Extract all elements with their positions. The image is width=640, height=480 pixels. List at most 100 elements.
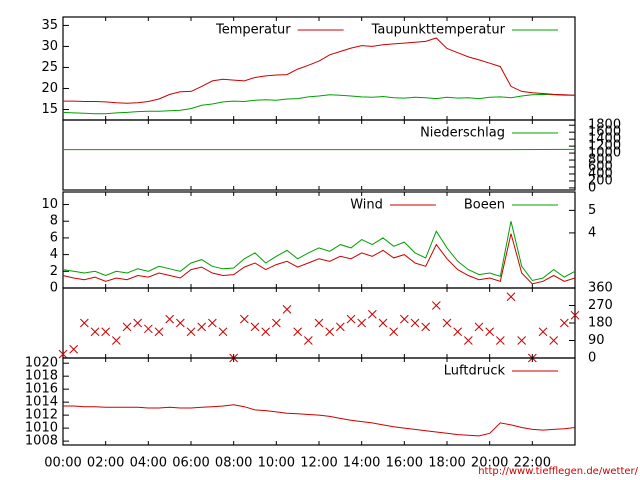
direction-point [207, 318, 217, 328]
direction-point [442, 318, 452, 328]
direction-point [293, 327, 303, 337]
direction-point [410, 318, 420, 328]
direction-point [122, 322, 132, 332]
y2-tick-label: 1200 [588, 139, 621, 154]
x-tick-label: 08:00 [215, 456, 252, 471]
y-tick-label: 1008 [25, 434, 58, 449]
direction-point [549, 336, 559, 345]
y2-tick-label: 180 [588, 316, 613, 331]
legend-label: Luftdruck [444, 364, 506, 379]
direction-point [399, 314, 409, 324]
direction-point [453, 327, 463, 337]
direction-point [357, 318, 367, 328]
direction-point [378, 318, 388, 328]
x-tick-label: 12:00 [300, 456, 337, 471]
y2-tick-label: 0 [588, 180, 596, 195]
x-tick-label: 10:00 [258, 456, 295, 471]
direction-point [506, 292, 516, 302]
y2-tick-label: 1800 [588, 118, 621, 133]
series-line [63, 404, 576, 437]
y-tick-label: 0 [50, 281, 58, 296]
direction-point [431, 301, 441, 310]
direction-point [421, 322, 431, 332]
direction-point [367, 309, 377, 319]
footer-url: http://www.tiefflegen.de/wetter/ [478, 466, 638, 477]
direction-point [111, 336, 121, 345]
y-tick-label: 1020 [25, 356, 58, 371]
direction-point [175, 318, 185, 328]
y-tick-label: 6 [50, 230, 58, 245]
legend-label: Boeen [464, 198, 505, 213]
direction-point [538, 327, 548, 337]
direction-point [389, 327, 399, 337]
y-tick-label: 1010 [25, 421, 58, 436]
y-tick-label: 25 [41, 60, 58, 75]
direction-point [186, 327, 196, 337]
y2-tick-label: 800 [588, 153, 613, 168]
y-tick-label: 10 [41, 197, 58, 212]
x-tick-label: 04:00 [130, 456, 167, 471]
x-tick-label: 14:00 [343, 456, 380, 471]
y-tick-label: 4 [50, 247, 58, 262]
x-tick-label: 00:00 [44, 456, 81, 471]
direction-point [133, 318, 143, 328]
direction-point [325, 327, 335, 337]
y-tick-label: 1014 [25, 395, 58, 410]
direction-point [79, 318, 89, 328]
y-tick-label: 8 [50, 214, 58, 229]
direction-point [271, 318, 281, 328]
direction-point [282, 305, 292, 314]
legend-label: Temperatur [215, 23, 291, 38]
legend-label: Wind [350, 198, 383, 213]
x-tick-label: 02:00 [87, 456, 124, 471]
y2-tick-label: 360 [588, 281, 613, 296]
y-tick-label: 35 [41, 18, 58, 33]
direction-point [570, 310, 580, 320]
y-tick-label: 30 [41, 39, 58, 54]
y-tick-label: 1016 [25, 382, 58, 397]
y2-tick-label: 600 [588, 160, 613, 175]
y2-tick-label: 0 [588, 351, 596, 366]
direction-point [154, 327, 164, 337]
x-tick-label: 20:00 [471, 456, 508, 471]
direction-point [559, 318, 569, 328]
y2-tick-label: 4 [588, 225, 596, 240]
x-tick-label: 16:00 [386, 456, 423, 471]
direction-point [143, 324, 153, 334]
y2-tick-label: 1600 [588, 125, 621, 140]
direction-point [517, 336, 527, 345]
y-tick-label: 20 [41, 81, 58, 96]
y-tick-label: 1012 [25, 408, 58, 423]
legend-label: Taupunkttemperatur [371, 23, 506, 38]
direction-point [303, 336, 313, 345]
series-line [62, 233, 576, 285]
direction-point [463, 336, 473, 345]
direction-point [101, 327, 111, 337]
y-tick-label: 2 [50, 264, 58, 279]
y-tick-label: 1018 [25, 369, 58, 384]
direction-point [58, 349, 68, 359]
direction-point [495, 336, 505, 345]
series-line [62, 93, 575, 115]
y2-tick-label: 270 [588, 298, 613, 313]
y-tick-label: 15 [41, 102, 58, 117]
direction-point [250, 322, 260, 332]
direction-point [69, 344, 79, 354]
series-line [63, 37, 576, 104]
direction-point [314, 318, 324, 328]
direction-point [474, 322, 484, 332]
x-tick-label: 18:00 [428, 456, 465, 471]
direction-point [239, 314, 249, 324]
direction-point [90, 327, 100, 337]
y2-tick-label: 400 [588, 166, 613, 181]
direction-point [197, 322, 207, 332]
direction-point [335, 322, 345, 332]
x-tick-label: 22:00 [514, 456, 551, 471]
y2-tick-label: 90 [588, 333, 605, 348]
direction-point [261, 327, 271, 337]
direction-point [346, 314, 356, 324]
y2-tick-label: 200 [588, 173, 613, 188]
series-line [62, 221, 576, 282]
y2-tick-label: 5 [588, 203, 596, 218]
